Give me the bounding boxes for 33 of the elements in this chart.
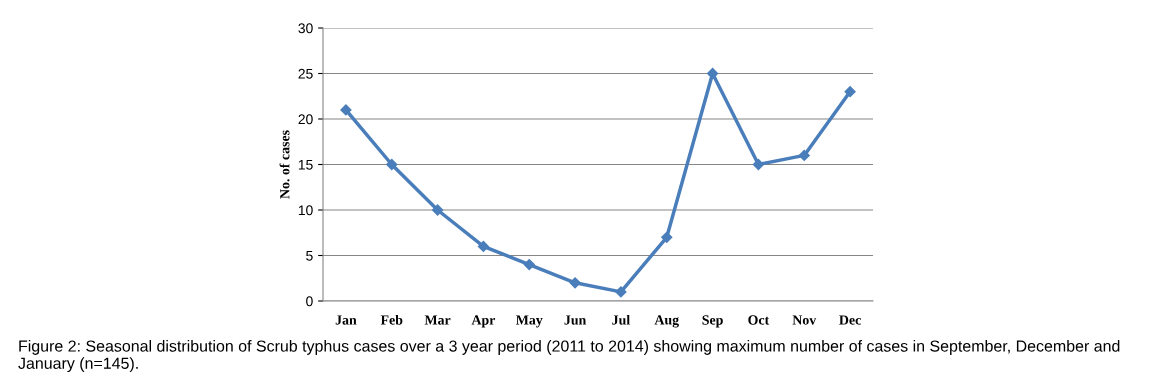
y-tick-label: 5 <box>306 250 313 261</box>
x-tick-label: Sep <box>702 315 723 328</box>
point <box>340 104 352 116</box>
point <box>752 158 765 171</box>
point <box>386 158 398 171</box>
x-tick-label: Feb <box>380 314 403 325</box>
x-tick-label: Nov <box>792 315 817 325</box>
x-tick-label: Apr <box>471 315 496 328</box>
y-tick-label: 10 <box>298 205 313 216</box>
point <box>798 149 810 162</box>
point <box>569 277 581 289</box>
point <box>844 86 856 98</box>
x-tick-label: Oct <box>748 315 770 325</box>
y-tick-label: 30 <box>298 23 313 34</box>
x-tick-label: Jun <box>564 315 587 325</box>
point <box>706 67 719 80</box>
y-tick-label: 25 <box>298 68 313 79</box>
y-tick-label: 20 <box>298 114 313 125</box>
point <box>477 240 490 253</box>
x-tick-label: Mar <box>424 315 451 325</box>
point <box>615 286 627 298</box>
y-axis-title: No. of cases <box>279 130 290 199</box>
x-tick-label: Jan <box>335 315 357 325</box>
x-tick-label: May <box>515 315 543 328</box>
y-tick-label: 0 <box>306 296 313 307</box>
point <box>431 204 444 216</box>
point <box>661 231 673 243</box>
y-tick-label: 15 <box>298 159 313 170</box>
caption: Figure 2: Seasonal distribution of Scrub typhus cases over a 3 year period (2011 to 2014) showing maximum number of cases in September, December and January (n=145). <box>18 340 1120 373</box>
point <box>523 258 535 271</box>
x-tick-label: Dec <box>839 315 861 325</box>
x-tick-label: Jul <box>612 314 630 325</box>
x-tick-label: Aug <box>654 315 679 328</box>
